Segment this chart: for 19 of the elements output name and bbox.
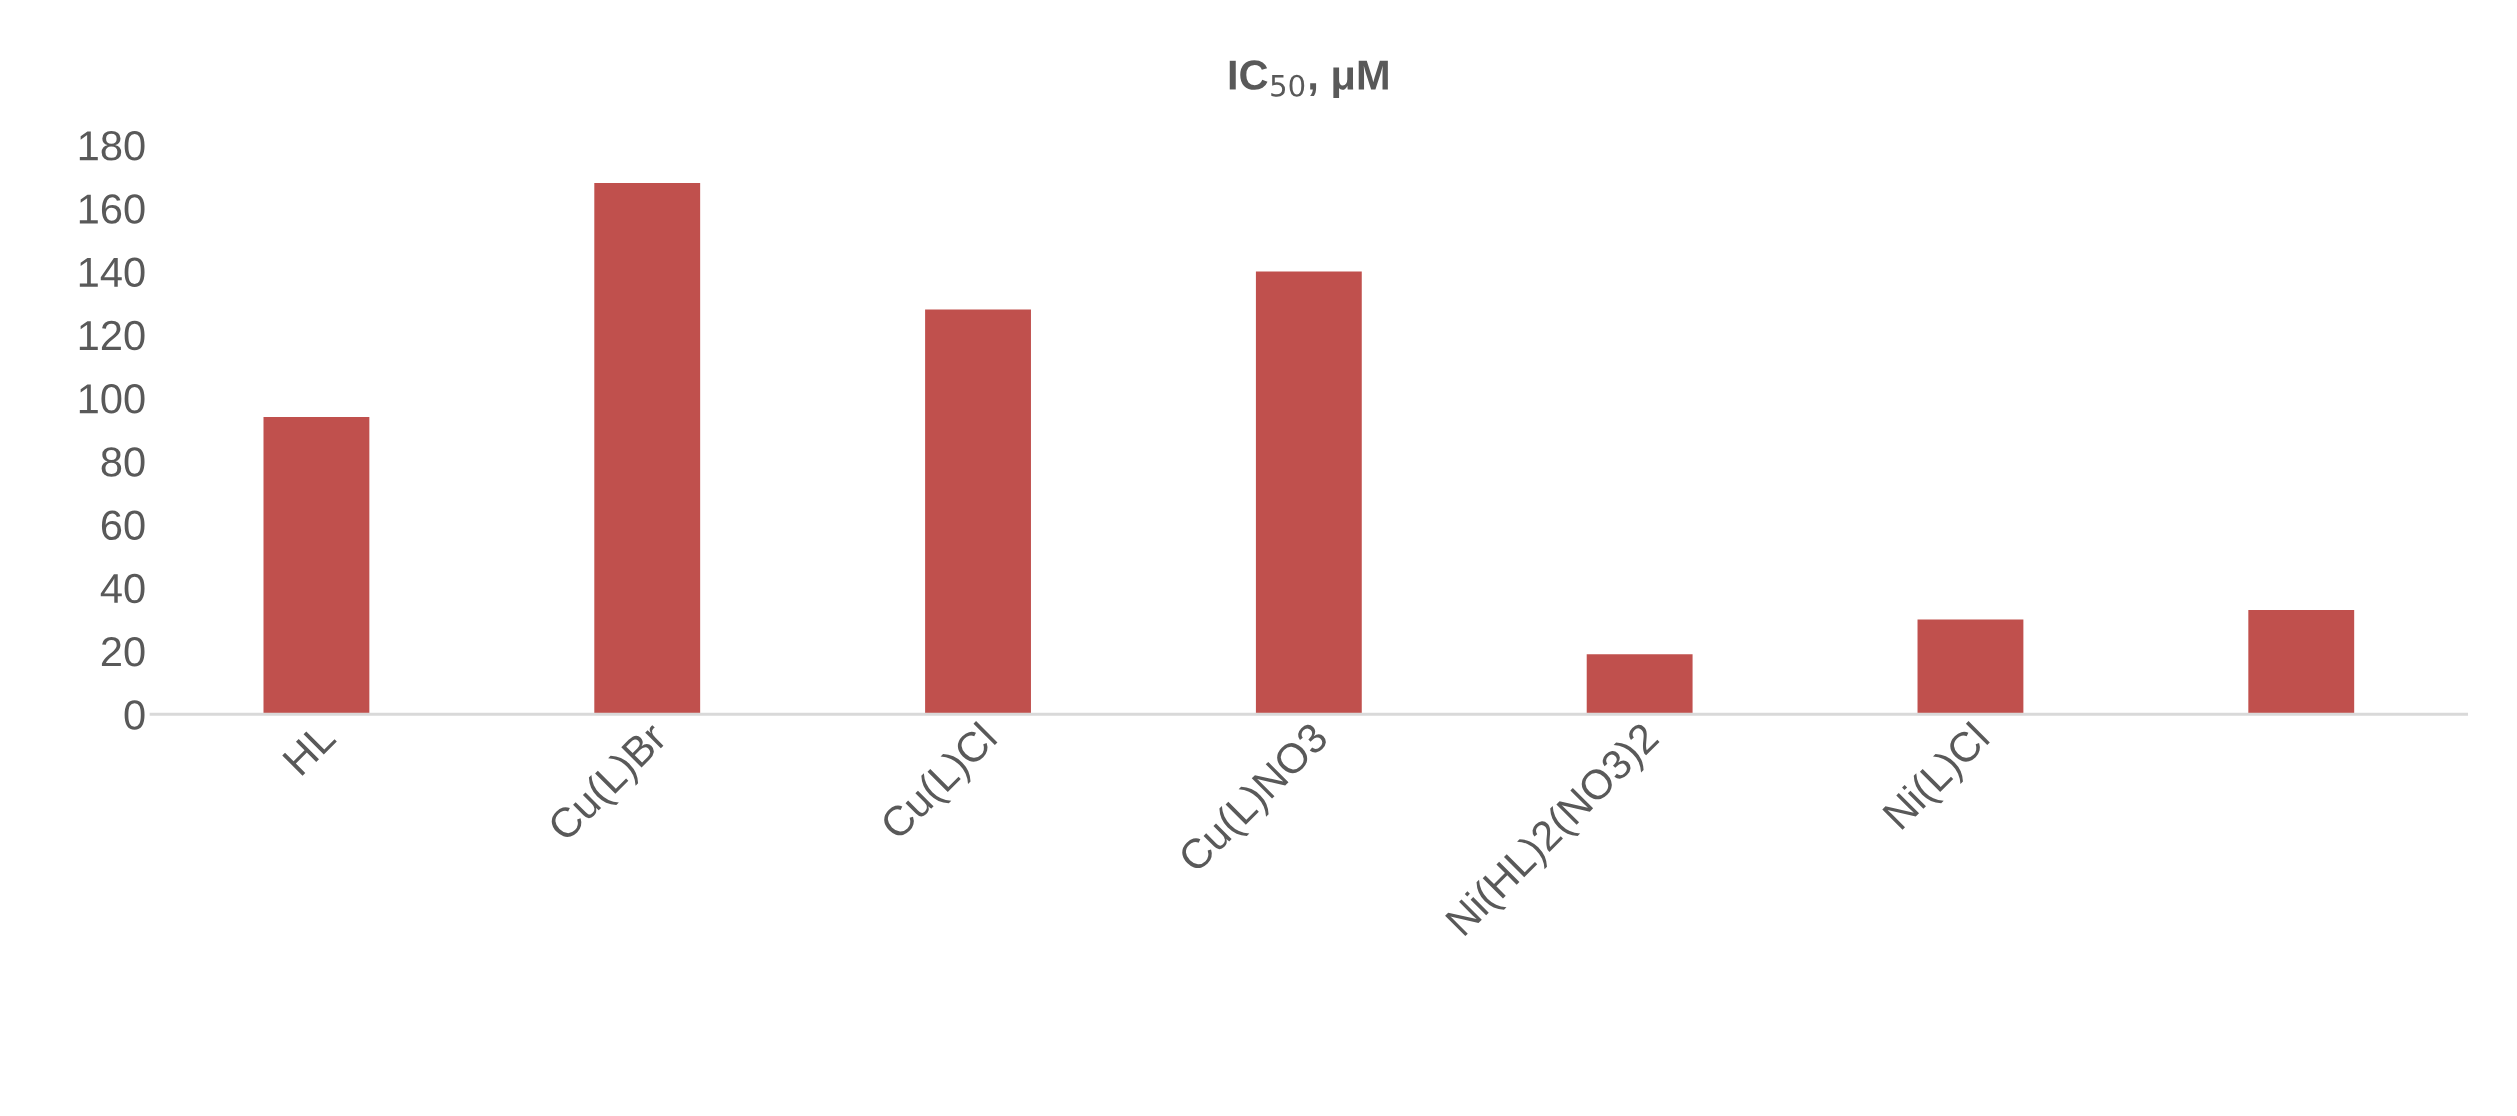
bar: [1917, 619, 2024, 715]
bar: [1255, 271, 1362, 715]
y-tick-label: 60: [101, 510, 145, 541]
y-tick-label: 120: [79, 320, 145, 351]
bar: [263, 417, 370, 715]
x-tick-label: HL: [282, 721, 337, 776]
chart-title: IC$_{50}$, μM: [1229, 60, 1388, 98]
y-tick-label: 100: [79, 384, 145, 414]
y-tick-label: 20: [101, 637, 145, 667]
y-tick-label: 0: [124, 700, 145, 730]
y-tick-label: 80: [101, 447, 145, 477]
y-tick-label: 40: [100, 573, 145, 604]
bar: [594, 183, 701, 715]
y-tick-label: 160: [79, 194, 145, 224]
y-tick-label: 180: [79, 131, 145, 161]
bar: [2248, 609, 2355, 715]
bar: [925, 309, 1031, 715]
y-tick-label: 140: [79, 257, 145, 288]
bar: [1586, 654, 1693, 715]
